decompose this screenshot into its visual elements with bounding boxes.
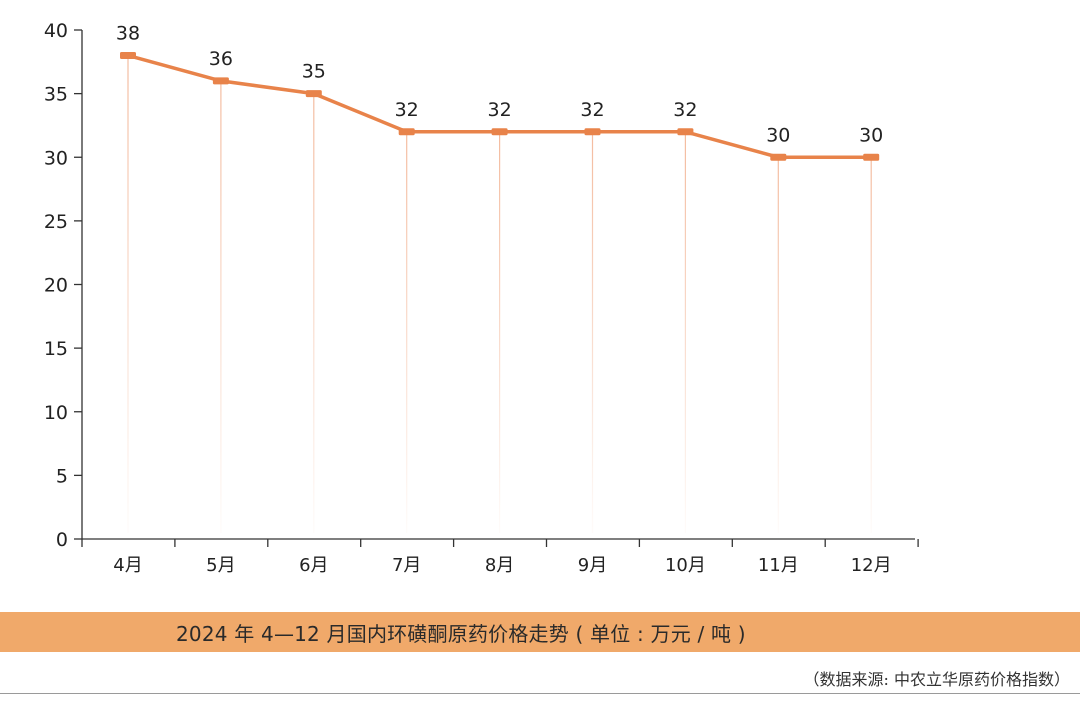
data-label: 35: [302, 61, 326, 83]
bottom-divider: [0, 693, 1080, 694]
y-tick-label: 10: [44, 402, 68, 424]
x-tick-label: 9月: [578, 555, 607, 576]
drop-line: [591, 131, 594, 534]
x-tick-label: 10月: [665, 555, 706, 576]
y-tick-label: 35: [44, 84, 68, 106]
data-label: 30: [766, 124, 790, 146]
x-tick-label: 5月: [206, 555, 235, 576]
data-labels: 38 36 35 32 32 32 32 30 30: [116, 22, 883, 146]
y-axis: 0 5 10 15 20 25 30 35 40: [44, 20, 83, 551]
x-axis: 4月 5月 6月 7月 8月 9月 10月 11月 12月: [81, 538, 919, 576]
data-source: （数据来源: 中农立华原药价格指数）: [803, 670, 1070, 689]
y-tick-label: 20: [44, 275, 68, 297]
data-point: [677, 128, 694, 136]
x-tick-label: 8月: [485, 555, 514, 576]
data-point: [770, 153, 787, 161]
chart-title: 2024 年 4—12 月国内环磺酮原药价格走势 ( 单位 : 万元 / 吨 ): [176, 622, 746, 646]
drop-line: [499, 131, 501, 534]
data-label: 32: [488, 99, 512, 121]
drop-line: [220, 80, 222, 534]
data-label: 38: [116, 22, 140, 44]
data-point: [491, 128, 508, 136]
data-point: [398, 128, 415, 136]
y-tick-label: 5: [56, 465, 68, 487]
x-tick-label: 6月: [299, 555, 328, 576]
y-tick-label: 30: [44, 147, 68, 169]
x-tick-label: 7月: [392, 555, 421, 576]
y-tick-label: 15: [44, 338, 68, 360]
y-tick-label: 0: [56, 529, 68, 551]
drop-line: [777, 157, 779, 533]
data-point: [863, 153, 880, 161]
x-tick-label: 12月: [851, 555, 892, 576]
data-point: [305, 90, 322, 98]
x-tick-label: 4月: [113, 555, 142, 576]
drop-line: [127, 55, 129, 533]
drop-lines: [127, 55, 872, 534]
data-label: 32: [673, 99, 697, 121]
drop-line: [406, 131, 408, 534]
drop-line: [684, 131, 686, 534]
data-label: 32: [395, 99, 419, 121]
y-tick-label: 25: [44, 211, 68, 233]
data-label: 32: [580, 99, 604, 121]
data-point: [212, 77, 229, 85]
x-tick-label: 11月: [758, 555, 799, 576]
line-chart: 0 5 10 15 20 25 30 35 40 4月 5月 6月 7月 8月 9月 10月 11月 12月 3…: [44, 20, 919, 576]
data-label: 36: [209, 48, 233, 70]
drop-line: [870, 157, 872, 533]
drop-line: [313, 93, 315, 533]
caption-band: [0, 612, 1080, 652]
y-tick-label: 40: [44, 20, 68, 42]
data-point: [584, 128, 601, 136]
price-series: [120, 51, 880, 161]
data-point: [120, 51, 136, 59]
data-label: 30: [859, 124, 883, 146]
